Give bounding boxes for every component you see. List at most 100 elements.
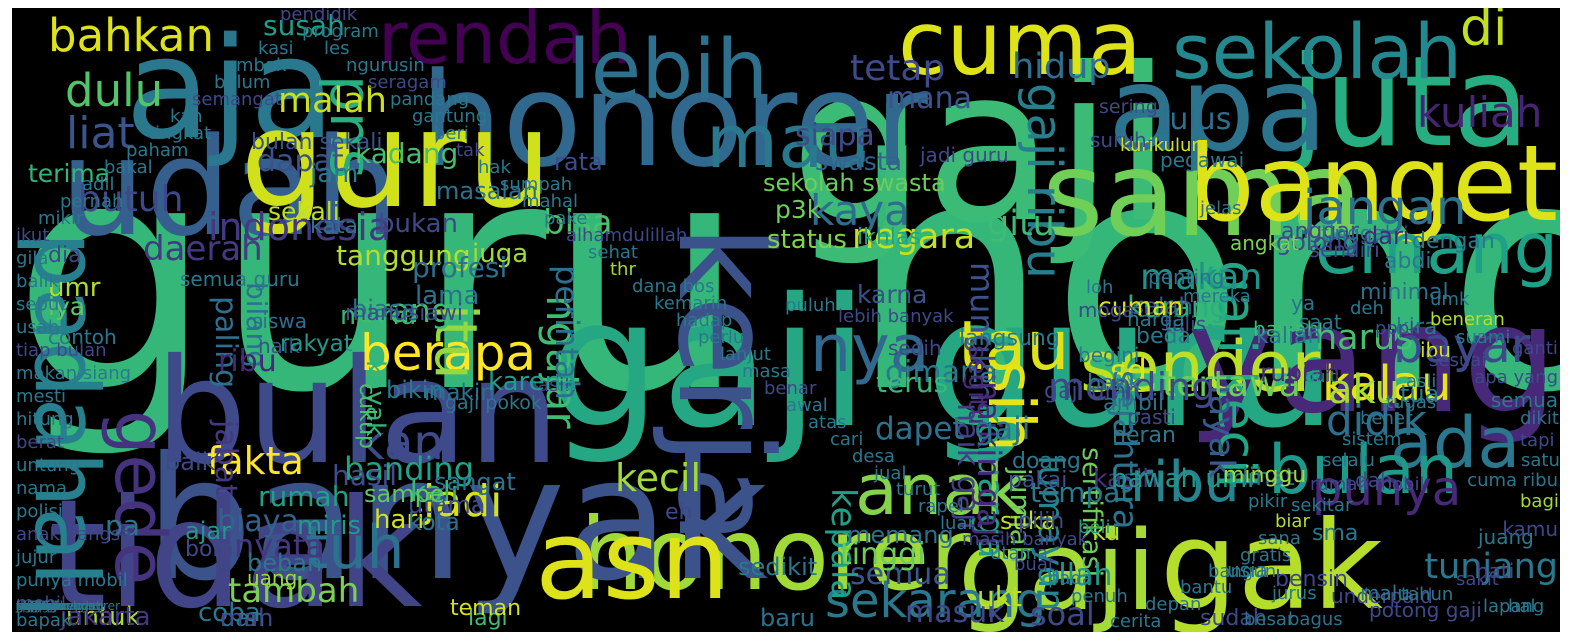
cloud-word: seragam xyxy=(368,72,447,93)
cloud-word: asli xyxy=(1406,371,1437,392)
cloud-word: dengan xyxy=(1412,229,1495,254)
cloud-word: kemarin xyxy=(654,293,728,314)
cloud-word: hak xyxy=(478,157,511,178)
cloud-word: dia xyxy=(48,243,82,268)
cloud-word: ajar xyxy=(185,517,231,545)
cloud-word: semoga xyxy=(16,599,64,613)
cloud-word: mesti xyxy=(16,386,67,407)
cloud-word: luar xyxy=(940,513,975,534)
cloud-word: desa xyxy=(852,446,895,467)
cloud-word: mahal xyxy=(522,191,579,212)
cloud-word: mending xyxy=(1048,365,1216,409)
cloud-word: cuman xyxy=(1098,292,1184,321)
cloud-word: sekitar xyxy=(1291,495,1353,516)
cloud-word: malu xyxy=(1360,581,1410,605)
cloud-word: jelas xyxy=(1200,198,1242,219)
cloud-word: mereka xyxy=(1183,286,1251,307)
cloud-word: penuh xyxy=(1071,586,1128,607)
cloud-word: makan xyxy=(1140,257,1263,298)
cloud-word: angkat xyxy=(1230,231,1299,255)
cloud-word: beneran xyxy=(1430,309,1505,330)
cloud-word: rumah xyxy=(258,480,350,513)
cloud-word: sedikit xyxy=(738,553,818,581)
cloud-word: mah xyxy=(220,604,274,632)
cloud-word: baik xyxy=(165,448,216,476)
cloud-word: lebih banyak xyxy=(838,306,954,327)
cloud-word: p3k xyxy=(775,195,822,224)
cloud-word: sekolah negeri xyxy=(16,599,104,613)
cloud-word: aku xyxy=(1328,367,1400,413)
cloud-word: miris xyxy=(297,511,362,541)
cloud-word: begini xyxy=(1078,343,1140,367)
cloud-word: ngapain xyxy=(16,599,65,613)
cloud-word: depan xyxy=(1145,594,1202,615)
cloud-word: coba xyxy=(198,598,261,628)
cloud-word: pppk xyxy=(1375,318,1420,339)
cloud-word: minggu xyxy=(1223,463,1307,488)
cloud-word: gaji naik xyxy=(16,599,67,613)
cloud-word: alhamdulillah xyxy=(566,225,688,246)
cloud-word: banget xyxy=(1188,123,1558,245)
cloud-word: underpaid xyxy=(1331,584,1433,608)
cloud-word: semangat xyxy=(192,89,282,110)
cloud-word: siswa xyxy=(252,309,308,333)
cloud-word: sampe xyxy=(364,480,445,508)
cloud-word: masalah xyxy=(436,177,538,205)
cloud-word: umk xyxy=(1430,289,1470,310)
cloud-word: pikir xyxy=(1248,491,1288,512)
cloud-word: nyata xyxy=(234,527,325,565)
cloud-word: kata xyxy=(310,214,358,239)
cloud-word: gila xyxy=(16,248,49,269)
cloud-word: pelosok xyxy=(16,599,63,613)
cloud-word: dapet gaji xyxy=(875,411,1031,447)
cloud-word: satu xyxy=(1521,450,1560,471)
cloud-word: murid xyxy=(340,301,417,331)
cloud-word: sangat xyxy=(434,468,516,496)
cloud-word: sumpah xyxy=(500,174,573,195)
cloud-word: sekali xyxy=(268,197,340,226)
cloud-word: dana bos xyxy=(632,276,715,297)
cloud-word: masa xyxy=(742,361,791,382)
cloud-word: mbak xyxy=(236,55,287,76)
cloud-word: cair xyxy=(16,599,39,613)
cloud-word: kan xyxy=(170,106,203,127)
cloud-word: sender xyxy=(1080,326,1321,408)
cloud-word: dikasih xyxy=(16,599,59,613)
cloud-word: abdi xyxy=(1384,249,1432,274)
cloud-word: loh xyxy=(1086,277,1114,298)
cloud-word: pun xyxy=(16,599,39,613)
cloud-word: tiap bulan xyxy=(16,340,107,361)
cloud-word: salah xyxy=(1132,294,1194,320)
cloud-word: bawah xyxy=(1253,317,1320,341)
cloud-word: pasti xyxy=(1127,405,1176,429)
cloud-word: bahkan xyxy=(48,9,215,62)
cloud-word: uang xyxy=(247,566,298,590)
cloud-word: paksa xyxy=(16,599,52,613)
cloud-word: tetap xyxy=(850,48,946,89)
cloud-word: sama xyxy=(1042,125,1364,263)
cloud-word: kamu xyxy=(1502,517,1558,541)
cloud-word: hidup xyxy=(1012,47,1111,87)
cloud-word: sehat xyxy=(588,242,638,263)
cloud-word: tunjang xyxy=(1424,547,1558,587)
cloud-word: karna xyxy=(857,280,928,309)
cloud-word: ibu xyxy=(1420,338,1451,362)
cloud-word: tidak xyxy=(48,468,423,632)
cloud-word: cukup xyxy=(354,383,379,450)
cloud-word: didik xyxy=(1326,396,1427,445)
cloud-word: ngurusin xyxy=(346,55,425,76)
cloud-word: bantu xyxy=(1180,577,1233,598)
cloud-word: gratis xyxy=(1240,545,1292,566)
cloud-word: kalian xyxy=(1256,324,1322,349)
cloud-word: bijak xyxy=(16,599,45,613)
cloud-word: untung xyxy=(16,455,81,476)
cloud-word: kerja samping xyxy=(16,599,101,613)
cloud-word: doang xyxy=(1012,449,1081,474)
cloud-word: golong xyxy=(1276,228,1358,256)
cloud-word: puluh xyxy=(785,295,836,316)
cloud-word: sma xyxy=(1312,521,1359,546)
cloud-word: terima xyxy=(28,159,111,188)
cloud-word: gin xyxy=(16,599,35,613)
cloud-word: kaya xyxy=(810,186,910,235)
cloud-word: berat xyxy=(16,432,64,453)
